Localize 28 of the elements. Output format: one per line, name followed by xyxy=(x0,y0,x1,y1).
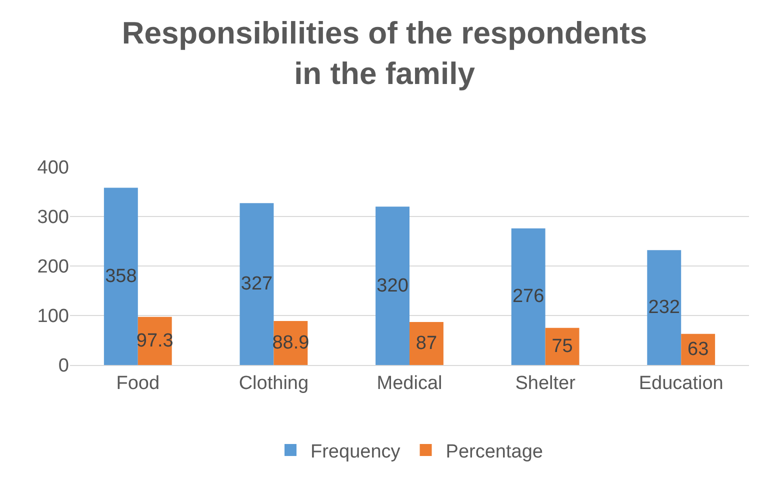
y-tick-label: 0 xyxy=(58,356,69,377)
data-label: 327 xyxy=(240,274,273,295)
bar xyxy=(647,250,682,365)
data-label: 87 xyxy=(416,332,438,354)
bar xyxy=(376,206,410,365)
legend-label: Percentage xyxy=(446,441,543,462)
y-tick-label: 400 xyxy=(37,158,69,179)
data-label: 276 xyxy=(512,286,544,308)
y-tick-label: 300 xyxy=(37,207,69,228)
y-tick-label: 200 xyxy=(37,256,69,278)
x-tick-label: Education xyxy=(638,372,724,394)
bar xyxy=(240,203,274,365)
x-tick-label: Clothing xyxy=(238,372,309,394)
bar xyxy=(511,228,546,365)
x-tick-label: Food xyxy=(116,372,160,394)
bar xyxy=(545,328,580,365)
data-label: 358 xyxy=(105,266,137,287)
bar xyxy=(410,322,444,365)
data-label: 320 xyxy=(376,275,408,296)
chart-title: Responsibilities of the respondents in the family xyxy=(122,16,648,91)
data-label: 232 xyxy=(648,297,680,318)
y-tick-label: 100 xyxy=(37,306,69,328)
legend-label: Frequency xyxy=(310,441,401,462)
data-label: 63 xyxy=(688,338,709,360)
x-tick-label: Shelter xyxy=(515,372,576,394)
x-tick-label: Medical xyxy=(376,372,442,394)
data-label: 75 xyxy=(552,336,573,357)
bar xyxy=(104,188,138,365)
